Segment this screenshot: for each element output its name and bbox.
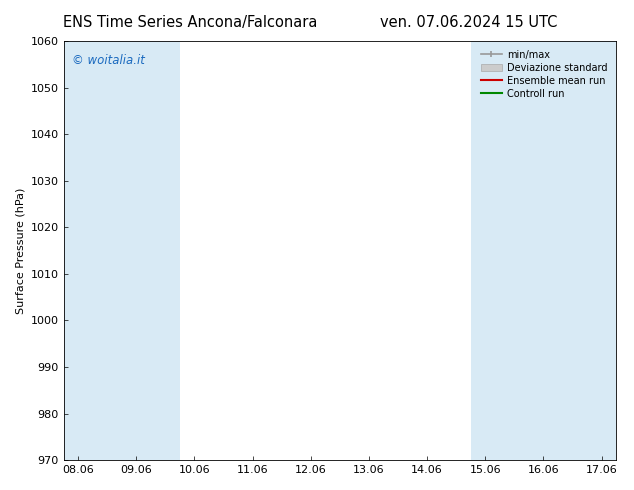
Text: ENS Time Series Ancona/Falconara: ENS Time Series Ancona/Falconara <box>63 15 318 30</box>
Bar <box>63 41 122 460</box>
Text: ven. 07.06.2024 15 UTC: ven. 07.06.2024 15 UTC <box>380 15 558 30</box>
Legend: min/max, Deviazione standard, Ensemble mean run, Controll run: min/max, Deviazione standard, Ensemble m… <box>477 46 611 102</box>
Bar <box>529 41 616 460</box>
Bar <box>470 41 529 460</box>
Text: © woitalia.it: © woitalia.it <box>72 53 145 67</box>
Y-axis label: Surface Pressure (hPa): Surface Pressure (hPa) <box>15 187 25 314</box>
Bar <box>122 41 180 460</box>
